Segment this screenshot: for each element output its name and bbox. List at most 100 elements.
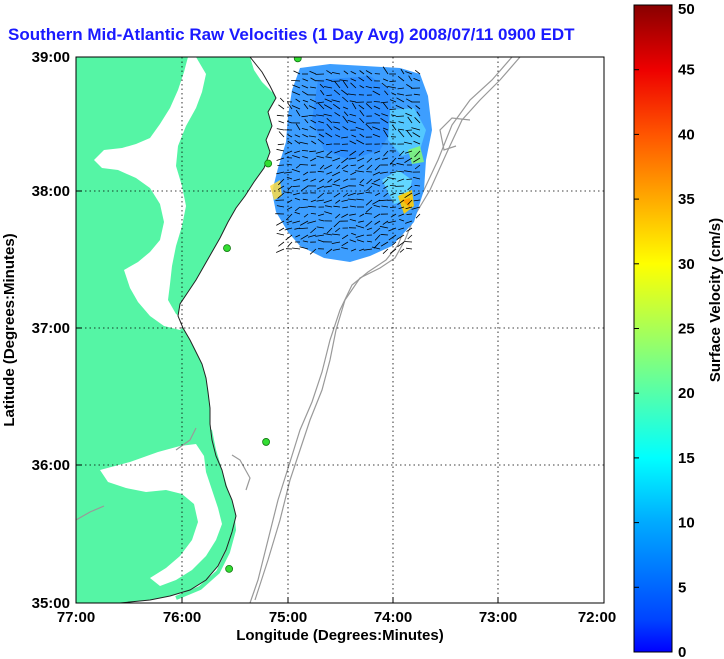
velocity-arrow	[292, 84, 301, 89]
velocity-arrow	[291, 105, 301, 110]
velocity-arrow	[365, 220, 373, 227]
velocity-arrow	[405, 112, 413, 117]
velocity-arrow	[398, 128, 405, 131]
x-tick-labels: 77:00 76:00 75:00 74:00 73:00 72:00	[57, 609, 616, 626]
velocity-arrow	[331, 99, 341, 103]
velocity-arrow	[373, 178, 381, 183]
velocity-arrow	[374, 113, 381, 117]
velocity-arrow	[315, 150, 325, 154]
velocity-arrow	[304, 118, 309, 124]
velocity-arrow	[319, 83, 325, 89]
colorbar-label: Surface Velocity (cm/s)	[707, 218, 724, 382]
x-tick-label: 72:00	[578, 609, 616, 626]
velocity-arrow	[325, 248, 333, 254]
velocity-arrow	[291, 80, 301, 82]
velocity-arrow	[397, 93, 405, 96]
velocity-arrow	[332, 121, 341, 124]
velocity-arrow	[382, 157, 389, 160]
velocity-arrow	[365, 199, 373, 206]
velocity-arrow	[277, 185, 285, 190]
velocity-arrow	[387, 86, 397, 89]
velocity-arrow	[276, 157, 285, 161]
velocity-arrow	[414, 164, 421, 170]
velocity-arrow	[396, 115, 405, 117]
velocity-arrow	[301, 85, 309, 89]
velocity-arrow	[413, 78, 421, 82]
velocity-arrow	[333, 205, 341, 208]
velocity-arrow	[414, 184, 421, 187]
velocity-arrow	[415, 105, 421, 110]
velocity-arrow	[335, 134, 341, 138]
velocity-arrow	[396, 97, 405, 103]
velocity-arrow	[358, 77, 365, 82]
y-axis-label: Latitude (Degrees:Minutes)	[1, 233, 18, 426]
velocity-arrow	[406, 178, 413, 180]
x-tick-label: 75:00	[269, 609, 307, 626]
velocity-arrow	[342, 178, 349, 182]
velocity-arrow	[334, 80, 341, 89]
pamlico-sound	[100, 444, 222, 586]
velocity-arrow	[293, 178, 301, 182]
velocity-arrow	[276, 148, 285, 152]
radar-station-marker	[262, 438, 270, 446]
velocity-arrow	[373, 213, 381, 219]
velocity-arrow	[398, 121, 405, 124]
velocity-arrow	[380, 234, 389, 236]
velocity-arrow	[278, 178, 285, 186]
velocity-arrow	[391, 241, 397, 246]
velocity-arrow	[356, 198, 365, 201]
velocity-arrow	[407, 199, 413, 205]
velocity-arrow	[404, 241, 413, 243]
velocity-arrow	[334, 112, 341, 117]
velocity-arrow	[317, 239, 325, 243]
velocity-arrow	[374, 164, 381, 171]
velocity-arrow	[415, 213, 421, 219]
velocity-arrow	[335, 199, 341, 204]
velocity-arrow	[380, 117, 389, 124]
velocity-arrow	[382, 220, 389, 225]
velocity-arrow	[358, 104, 365, 110]
velocity-arrow	[300, 220, 309, 226]
velocity-arrow	[310, 199, 317, 203]
velocity-arrow	[359, 248, 365, 252]
velocity-arrow	[342, 80, 349, 89]
velocity-arrow	[286, 206, 293, 211]
velocity-arrow	[398, 192, 405, 195]
chesapeake-bay	[94, 57, 206, 330]
colorbar-tick-label: 40	[678, 126, 695, 143]
velocity-arrow	[283, 171, 293, 174]
velocity-arrow	[324, 86, 333, 89]
velocity-arrow	[406, 130, 413, 138]
velocity-arrow	[309, 248, 317, 255]
velocity-arrow	[308, 105, 317, 110]
velocity-arrow	[301, 150, 309, 152]
velocity-arrow	[389, 171, 397, 174]
velocity-arrow	[374, 220, 381, 225]
velocity-arrow	[299, 227, 309, 229]
colorbar-tick-label: 20	[678, 385, 695, 402]
velocity-arrow	[326, 118, 333, 124]
velocity-arrow	[303, 103, 309, 110]
velocity-arrow	[400, 68, 405, 75]
velocity-arrow	[336, 164, 341, 169]
velocity-arrow	[397, 87, 405, 90]
colorbar-tick-label: 25	[678, 321, 695, 338]
velocity-arrow	[302, 171, 309, 176]
velocity-arrow	[295, 123, 301, 131]
velocity-arrow	[324, 104, 333, 110]
velocity-arrow	[366, 157, 373, 163]
velocity-arrow	[349, 100, 357, 103]
velocity-arrow	[399, 248, 405, 253]
y-tick-label: 39:00	[32, 49, 70, 66]
velocity-arrow	[341, 247, 349, 250]
velocity-arrow	[324, 211, 333, 215]
velocity-arrow	[359, 70, 365, 75]
grid-lines	[76, 57, 604, 603]
velocity-arrow	[299, 164, 309, 166]
velocity-arrow	[310, 213, 317, 215]
colorbar-tick-label: 10	[678, 515, 695, 532]
velocity-arrow	[398, 213, 405, 217]
velocity-arrow	[310, 119, 317, 124]
velocity-arrow	[372, 90, 381, 96]
